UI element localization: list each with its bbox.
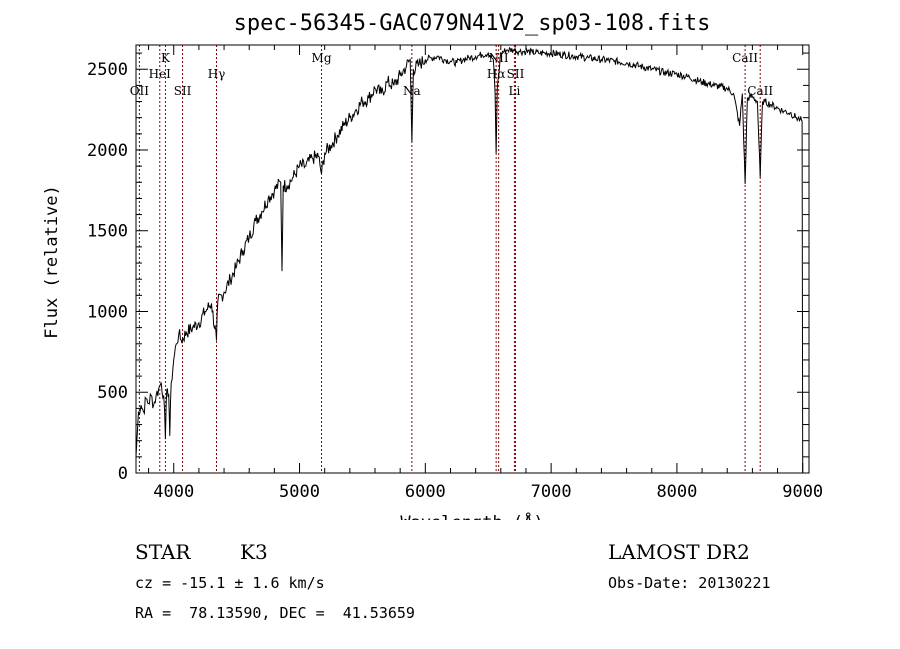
redshift-text: cz = -15.1 ± 1.6 km/s	[135, 574, 325, 592]
y-tick-label: 1000	[87, 302, 128, 322]
y-tick-label: 1500	[87, 222, 128, 242]
chart-title: spec-56345-GAC079N41V2_sp03-108.fits	[234, 11, 711, 36]
line-marker-label: Na	[403, 84, 421, 98]
line-marker-label: Hα	[487, 67, 506, 81]
line-marker-label: CaII	[747, 84, 773, 98]
y-tick-label: 500	[97, 383, 128, 403]
y-axis-label: Flux (relative)	[42, 185, 62, 339]
object-subclass: K3	[240, 540, 268, 564]
survey-name: LAMOST DR2	[608, 540, 750, 564]
axes: 4000 5000 6000 7000 8000 9000 0 500 1000 1500 2000…	[87, 44, 823, 502]
y-tick-label: 2500	[87, 60, 128, 80]
spectrum-chart: spec-56345-GAC079N41V2_sp03-108.fits OII…	[42, 11, 823, 520]
line-marker-label: SII	[507, 67, 525, 81]
y-tick-label: 0	[118, 464, 128, 484]
x-tick-label: 5000	[279, 482, 320, 502]
x-tick-label: 9000	[782, 482, 823, 502]
flux-series	[135, 46, 804, 474]
x-tick-label: 7000	[531, 482, 572, 502]
coordinates-text: RA = 78.13590, DEC = 41.53659	[135, 604, 415, 622]
line-marker-label: SII	[174, 84, 192, 98]
x-axis-label: Wavelength (Å)	[400, 511, 543, 520]
x-tick-label: 4000	[153, 482, 194, 502]
line-marker-label: K	[161, 51, 171, 65]
line-marker-label: CaII	[732, 51, 758, 65]
line-marker-label: OII	[130, 84, 150, 98]
line-marker-label: Hγ	[208, 67, 226, 81]
flux-line	[135, 46, 804, 474]
plot-frame	[135, 44, 810, 474]
x-tick-label: 8000	[656, 482, 697, 502]
obs-date-text: Obs-Date: 20130221	[608, 574, 771, 592]
x-tick-label: 6000	[405, 482, 446, 502]
line-marker-label: Li	[508, 84, 520, 98]
y-tick-label: 2000	[87, 141, 128, 161]
line-marker-label: Mg	[312, 51, 332, 65]
line-marker-label: HeI	[149, 67, 172, 81]
object-class: STAR	[135, 540, 191, 564]
